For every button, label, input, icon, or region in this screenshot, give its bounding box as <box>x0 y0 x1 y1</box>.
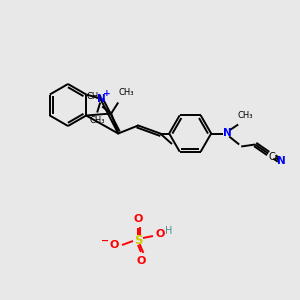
Text: H: H <box>165 226 173 236</box>
Text: O: O <box>136 256 146 266</box>
Text: N: N <box>223 128 232 139</box>
Text: C: C <box>269 152 276 161</box>
Text: CH₃: CH₃ <box>89 116 105 125</box>
Text: +: + <box>103 89 111 98</box>
Text: −: − <box>101 236 109 246</box>
Text: CH₃: CH₃ <box>86 92 102 101</box>
Text: S: S <box>134 233 142 247</box>
Text: O: O <box>133 214 143 224</box>
Text: N: N <box>97 94 106 103</box>
Text: O: O <box>109 240 119 250</box>
Text: CH₃: CH₃ <box>237 111 253 120</box>
Text: CH₃: CH₃ <box>118 88 134 97</box>
Text: O: O <box>155 229 165 239</box>
Text: N: N <box>277 157 286 166</box>
